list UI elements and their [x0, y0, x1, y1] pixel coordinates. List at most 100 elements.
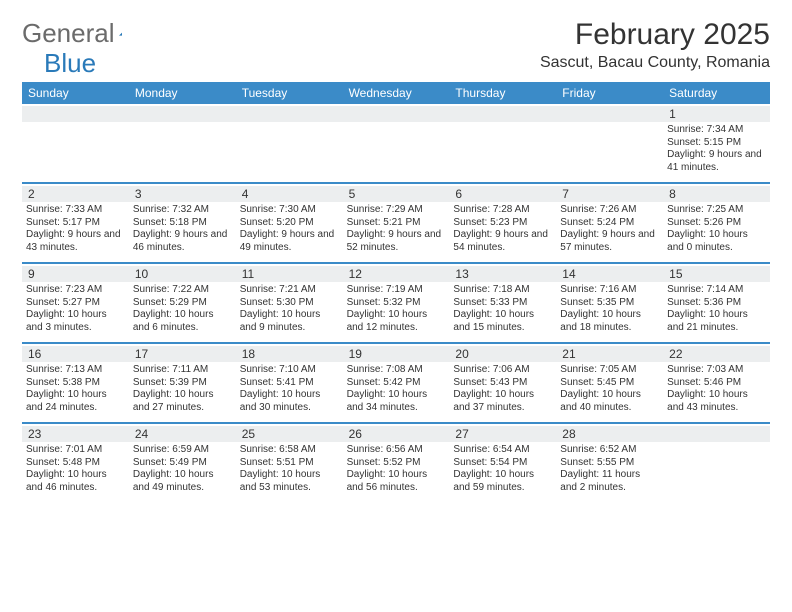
day-cell: [556, 104, 663, 182]
day-number: 6: [451, 187, 462, 201]
day-info: Sunrise: 7:08 AMSunset: 5:42 PMDaylight:…: [347, 364, 446, 414]
day-info: Sunrise: 7:29 AMSunset: 5:21 PMDaylight:…: [347, 204, 446, 254]
calendar: Sunday Monday Tuesday Wednesday Thursday…: [22, 82, 770, 502]
day-number: 2: [24, 187, 35, 201]
day-number-row: 17: [129, 346, 236, 362]
day-number-row: 28: [556, 426, 663, 442]
weeks-container: 1Sunrise: 7:34 AMSunset: 5:15 PMDaylight…: [22, 104, 770, 502]
day-number-row: [343, 106, 450, 122]
day-cell: 28 Sunrise: 6:52 AMSunset: 5:55 PMDayligh…: [556, 424, 663, 502]
day-cell: 17 Sunrise: 7:11 AMSunset: 5:39 PMDayligh…: [129, 344, 236, 422]
day-number: 22: [665, 347, 682, 361]
day-number: 23: [24, 427, 41, 441]
day-number-row: 13: [449, 266, 556, 282]
day-info: Sunrise: 7:16 AMSunset: 5:35 PMDaylight:…: [560, 284, 659, 334]
day-cell: 8 Sunrise: 7:25 AMSunset: 5:26 PMDaylight…: [663, 184, 770, 262]
day-cell: 13 Sunrise: 7:18 AMSunset: 5:33 PMDayligh…: [449, 264, 556, 342]
day-number: 9: [24, 267, 35, 281]
day-number-row: 11: [236, 266, 343, 282]
weekday-thu: Thursday: [449, 82, 556, 104]
day-number-row: 25: [236, 426, 343, 442]
day-number-row: 10: [129, 266, 236, 282]
day-cell: [22, 104, 129, 182]
day-number-row: 15: [663, 266, 770, 282]
day-cell: 15Sunrise: 7:14 AMSunset: 5:36 PMDayligh…: [663, 264, 770, 342]
day-number: 8: [665, 187, 676, 201]
day-cell: 20Sunrise: 7:06 AMSunset: 5:43 PMDayligh…: [449, 344, 556, 422]
day-info: Sunrise: 7:30 AMSunset: 5:20 PMDaylight:…: [240, 204, 339, 254]
day-cell: [449, 104, 556, 182]
day-number-row: 3: [129, 186, 236, 202]
day-info: Sunrise: 6:54 AMSunset: 5:54 PMDaylight:…: [453, 444, 552, 494]
week-row: 2Sunrise: 7:33 AMSunset: 5:17 PMDaylight…: [22, 184, 770, 264]
day-info: Sunrise: 7:28 AMSunset: 5:23 PMDaylight:…: [453, 204, 552, 254]
day-info: Sunrise: 7:13 AMSunset: 5:38 PMDaylight:…: [26, 364, 125, 414]
day-cell: 24 Sunrise: 6:59 AMSunset: 5:49 PMDayligh…: [129, 424, 236, 502]
logo: General: [22, 18, 145, 49]
day-info: Sunrise: 7:03 AMSunset: 5:46 PMDaylight:…: [667, 364, 766, 414]
day-info: Sunrise: 7:18 AMSunset: 5:33 PMDaylight:…: [453, 284, 552, 334]
day-cell: 9 Sunrise: 7:23 AMSunset: 5:27 PMDaylight…: [22, 264, 129, 342]
day-number-row: [449, 106, 556, 122]
day-info: Sunrise: 7:21 AMSunset: 5:30 PMDaylight:…: [240, 284, 339, 334]
day-cell: 21 Sunrise: 7:05 AMSunset: 5:45 PMDayligh…: [556, 344, 663, 422]
day-number-row: 9: [22, 266, 129, 282]
day-info: Sunrise: 7:23 AMSunset: 5:27 PMDaylight:…: [26, 284, 125, 334]
day-cell: 6 Sunrise: 7:28 AMSunset: 5:23 PMDaylight…: [449, 184, 556, 262]
day-number-row: [556, 106, 663, 122]
day-cell: 16 Sunrise: 7:13 AMSunset: 5:38 PMDayligh…: [22, 344, 129, 422]
day-number: 15: [665, 267, 682, 281]
day-info: Sunrise: 7:25 AMSunset: 5:26 PMDaylight:…: [667, 204, 766, 254]
day-cell: 25Sunrise: 6:58 AMSunset: 5:51 PMDayligh…: [236, 424, 343, 502]
day-number-row: 16: [22, 346, 129, 362]
day-number-row: [129, 106, 236, 122]
day-number: 12: [345, 267, 362, 281]
day-number: 16: [24, 347, 41, 361]
day-number-row: 5: [343, 186, 450, 202]
day-info: Sunrise: 7:01 AMSunset: 5:48 PMDaylight:…: [26, 444, 125, 494]
day-cell: 7 Sunrise: 7:26 AMSunset: 5:24 PMDaylight…: [556, 184, 663, 262]
day-cell: 10Sunrise: 7:22 AMSunset: 5:29 PMDayligh…: [129, 264, 236, 342]
day-number: 11: [238, 267, 254, 281]
day-info: Sunrise: 7:10 AMSunset: 5:41 PMDaylight:…: [240, 364, 339, 414]
weekday-sat: Saturday: [663, 82, 770, 104]
day-number-row: 14: [556, 266, 663, 282]
day-number: 26: [345, 427, 362, 441]
day-cell: [663, 424, 770, 502]
day-info: Sunrise: 6:52 AMSunset: 5:55 PMDaylight:…: [560, 444, 659, 494]
day-number: 18: [238, 347, 255, 361]
day-number-row: [22, 106, 129, 122]
day-number: 3: [131, 187, 142, 201]
day-cell: 27Sunrise: 6:54 AMSunset: 5:54 PMDayligh…: [449, 424, 556, 502]
week-row: 16 Sunrise: 7:13 AMSunset: 5:38 PMDayligh…: [22, 344, 770, 424]
logo-text-general: General: [22, 18, 115, 49]
day-number-row: 26: [343, 426, 450, 442]
day-number-row: 12: [343, 266, 450, 282]
day-cell: 3Sunrise: 7:32 AMSunset: 5:18 PMDaylight…: [129, 184, 236, 262]
day-number-row: 2: [22, 186, 129, 202]
page-title: February 2025: [540, 18, 770, 52]
weekday-mon: Monday: [129, 82, 236, 104]
day-info: Sunrise: 7:26 AMSunset: 5:24 PMDaylight:…: [560, 204, 659, 254]
day-cell: 2Sunrise: 7:33 AMSunset: 5:17 PMDaylight…: [22, 184, 129, 262]
day-number: 14: [558, 267, 575, 281]
weekday-sun: Sunday: [22, 82, 129, 104]
day-cell: 1Sunrise: 7:34 AMSunset: 5:15 PMDaylight…: [663, 104, 770, 182]
day-info: Sunrise: 7:06 AMSunset: 5:43 PMDaylight:…: [453, 364, 552, 414]
header: General February 2025 Sascut, Bacau Coun…: [22, 18, 770, 72]
day-number-row: [236, 106, 343, 122]
day-info: Sunrise: 6:59 AMSunset: 5:49 PMDaylight:…: [133, 444, 232, 494]
day-info: Sunrise: 7:05 AMSunset: 5:45 PMDaylight:…: [560, 364, 659, 414]
day-info: Sunrise: 7:11 AMSunset: 5:39 PMDaylight:…: [133, 364, 232, 414]
day-number: 24: [131, 427, 148, 441]
day-number-row: 21: [556, 346, 663, 362]
day-number: 21: [558, 347, 575, 361]
day-number: 19: [345, 347, 362, 361]
week-row: 9 Sunrise: 7:23 AMSunset: 5:27 PMDaylight…: [22, 264, 770, 344]
page-subtitle: Sascut, Bacau County, Romania: [540, 54, 770, 72]
weekday-fri: Friday: [556, 82, 663, 104]
day-cell: 11 Sunrise: 7:21 AMSunset: 5:30 PMDayligh…: [236, 264, 343, 342]
day-number: 7: [558, 187, 569, 201]
day-cell: 19 Sunrise: 7:08 AMSunset: 5:42 PMDayligh…: [343, 344, 450, 422]
logo-text-blue: Blue: [44, 48, 96, 79]
